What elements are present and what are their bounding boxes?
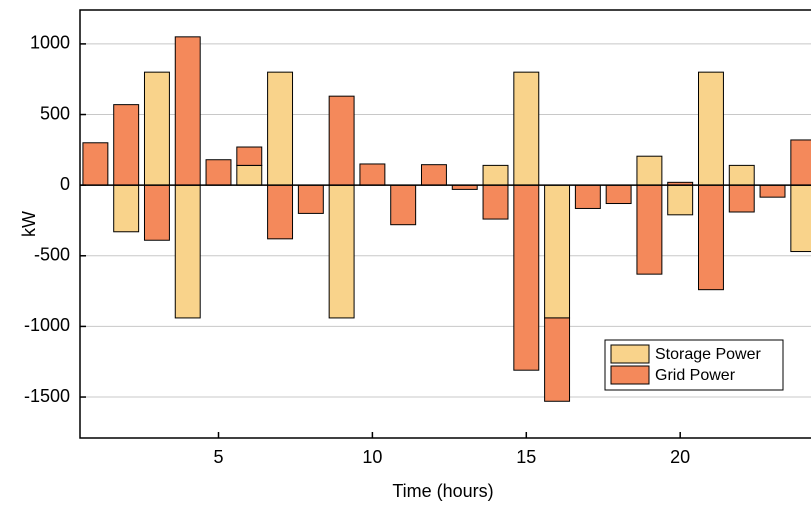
bar: [698, 184, 724, 291]
bar: [759, 184, 786, 198]
bar: [205, 159, 232, 186]
bar: [236, 164, 263, 186]
plot-frame: [79, 9, 811, 439]
y-tick-label: 1000: [30, 33, 70, 53]
bar: [359, 163, 386, 186]
bar: [82, 142, 109, 186]
bar: [390, 184, 417, 226]
bar: [113, 104, 140, 186]
bar: [698, 71, 724, 186]
bar: [513, 184, 540, 371]
bar: [667, 184, 694, 216]
bars: [82, 36, 811, 402]
bar: [728, 164, 755, 186]
y-tick-label: -500: [34, 245, 70, 265]
legend: Storage Power Grid Power: [604, 339, 784, 391]
bar: [482, 164, 509, 186]
bar: [636, 155, 663, 186]
y-tick-label: 500: [40, 103, 70, 123]
x-tick-label: 10: [362, 447, 382, 467]
bar: [174, 36, 201, 186]
bar: [482, 184, 509, 220]
bar: [328, 184, 355, 319]
bar: [113, 184, 140, 233]
legend-swatch: [610, 365, 650, 385]
bar: [143, 184, 170, 241]
bar: [328, 95, 355, 186]
x-axis-label: Time (hours): [392, 481, 493, 501]
bar: [636, 184, 663, 275]
bar: [513, 71, 540, 186]
legend-swatch: [610, 344, 650, 364]
bar: [574, 184, 601, 209]
bar: [790, 184, 811, 253]
bar: [143, 71, 170, 186]
bar: [728, 184, 755, 213]
x-tick-label: 20: [670, 447, 690, 467]
y-tick-label: -1500: [24, 386, 70, 406]
axes: -1500 -1000 -500 0 500 1000 5 10 15 20: [24, 9, 811, 467]
y-axis-label: kW: [19, 211, 39, 237]
y-tick-label: 0: [60, 174, 70, 194]
bar: [297, 184, 324, 214]
bar: [267, 71, 294, 186]
legend-label: Grid Power: [655, 367, 736, 384]
y-tick-label: -1000: [24, 315, 70, 335]
bar: [605, 184, 632, 205]
bar: [790, 139, 811, 186]
bar: [236, 146, 263, 166]
x-tick-label: 5: [213, 447, 223, 467]
bar: [544, 317, 571, 402]
bar: [267, 184, 294, 240]
x-tick-label: 15: [516, 447, 536, 467]
bar: [420, 164, 447, 186]
legend-label: Storage Power: [655, 346, 762, 363]
bar: [174, 184, 201, 319]
bar: [544, 184, 571, 319]
